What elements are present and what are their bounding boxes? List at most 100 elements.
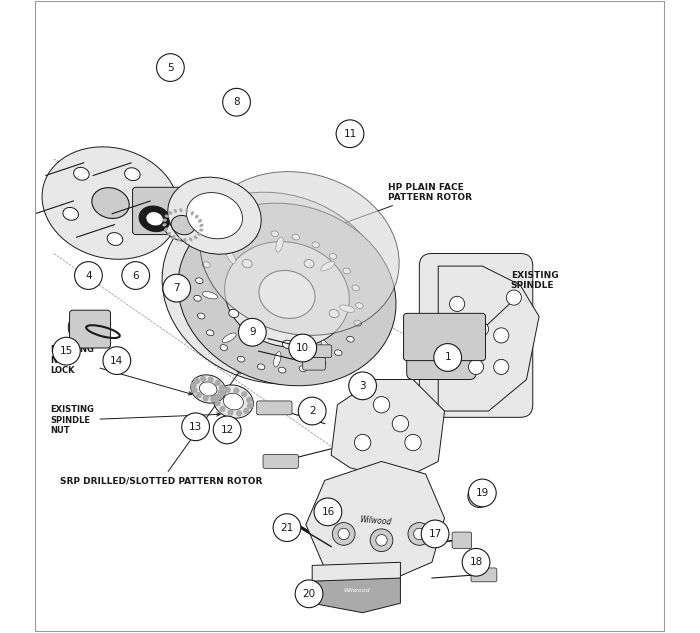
Text: 2: 2 [309, 406, 316, 416]
Circle shape [476, 323, 489, 335]
Circle shape [373, 396, 390, 413]
Text: 5: 5 [167, 63, 174, 73]
Ellipse shape [199, 229, 204, 232]
Text: EXISTING
NUT
LOCK: EXISTING NUT LOCK [50, 346, 192, 395]
Ellipse shape [195, 278, 203, 284]
Circle shape [218, 389, 224, 396]
Text: 19: 19 [476, 488, 489, 498]
Ellipse shape [250, 232, 258, 238]
Circle shape [421, 520, 449, 548]
Circle shape [298, 397, 326, 425]
Circle shape [220, 390, 226, 396]
Ellipse shape [178, 203, 396, 385]
Ellipse shape [206, 330, 214, 335]
Circle shape [462, 548, 490, 576]
Text: HP PLAIN FACE
PATTERN ROTOR: HP PLAIN FACE PATTERN ROTOR [316, 182, 472, 234]
Ellipse shape [223, 393, 244, 410]
Circle shape [52, 337, 80, 365]
Ellipse shape [312, 242, 319, 248]
Ellipse shape [198, 219, 202, 223]
Circle shape [239, 318, 266, 346]
Circle shape [233, 387, 239, 394]
Ellipse shape [203, 262, 210, 268]
Text: 14: 14 [110, 356, 123, 366]
Circle shape [194, 378, 200, 384]
Ellipse shape [202, 292, 218, 299]
Ellipse shape [258, 364, 265, 370]
Polygon shape [306, 461, 444, 581]
Text: 20: 20 [302, 589, 316, 599]
Text: Wilwood: Wilwood [343, 588, 370, 593]
FancyBboxPatch shape [407, 316, 476, 380]
Circle shape [225, 387, 231, 393]
Circle shape [468, 479, 496, 507]
Ellipse shape [220, 344, 228, 351]
Ellipse shape [214, 385, 253, 418]
Ellipse shape [193, 235, 197, 239]
Ellipse shape [168, 177, 261, 254]
Ellipse shape [125, 168, 140, 180]
Ellipse shape [197, 232, 202, 235]
Circle shape [494, 360, 509, 375]
Ellipse shape [189, 237, 192, 241]
Circle shape [405, 434, 421, 451]
FancyBboxPatch shape [471, 568, 497, 582]
Ellipse shape [92, 187, 130, 218]
Circle shape [336, 120, 364, 147]
Circle shape [195, 392, 202, 398]
Circle shape [332, 523, 355, 545]
Circle shape [122, 261, 150, 289]
Ellipse shape [172, 235, 176, 239]
Ellipse shape [190, 211, 194, 215]
Text: 8: 8 [233, 97, 240, 107]
Circle shape [376, 534, 387, 546]
Ellipse shape [199, 224, 204, 227]
FancyBboxPatch shape [452, 532, 472, 548]
Circle shape [103, 347, 131, 375]
Circle shape [295, 580, 323, 608]
Ellipse shape [226, 249, 236, 264]
Text: 17: 17 [428, 529, 442, 539]
Ellipse shape [321, 261, 335, 271]
Ellipse shape [229, 310, 239, 318]
Circle shape [241, 391, 247, 398]
Ellipse shape [172, 215, 195, 235]
Circle shape [236, 410, 242, 417]
FancyBboxPatch shape [69, 310, 111, 348]
Ellipse shape [146, 208, 161, 221]
Circle shape [434, 344, 461, 372]
FancyBboxPatch shape [419, 253, 533, 417]
Ellipse shape [222, 333, 236, 342]
Polygon shape [312, 562, 400, 581]
Ellipse shape [242, 260, 252, 268]
Ellipse shape [164, 215, 169, 218]
Text: 12: 12 [220, 425, 234, 435]
Ellipse shape [74, 167, 89, 180]
Circle shape [370, 529, 393, 551]
Polygon shape [331, 380, 444, 480]
Circle shape [506, 290, 522, 305]
Circle shape [182, 413, 209, 441]
Ellipse shape [42, 147, 179, 260]
Text: EXISTING
SPINDLE
NUT: EXISTING SPINDLE NUT [50, 405, 220, 435]
Polygon shape [438, 266, 539, 411]
Circle shape [408, 523, 430, 545]
Circle shape [468, 485, 491, 508]
Circle shape [202, 395, 209, 401]
Circle shape [247, 403, 253, 409]
Circle shape [349, 372, 377, 399]
Circle shape [214, 394, 220, 400]
Circle shape [246, 397, 253, 403]
Text: 6: 6 [132, 270, 139, 280]
Ellipse shape [63, 208, 78, 220]
Text: 13: 13 [189, 422, 202, 432]
Circle shape [223, 89, 251, 116]
Ellipse shape [191, 375, 225, 403]
Circle shape [354, 434, 371, 451]
Ellipse shape [271, 231, 279, 237]
Ellipse shape [259, 270, 315, 318]
Circle shape [442, 345, 461, 364]
Ellipse shape [178, 237, 181, 241]
Circle shape [449, 296, 465, 311]
Ellipse shape [164, 228, 168, 231]
